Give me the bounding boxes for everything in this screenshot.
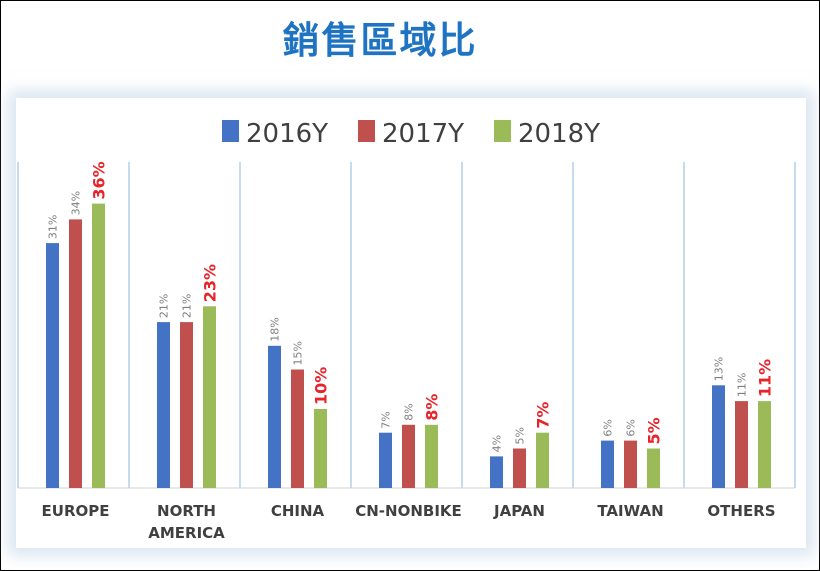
category-label: CN-NONBIKE [355,502,462,520]
data-label: 21% [158,294,171,318]
data-label: 5% [514,427,527,444]
category-label: OTHERS [707,502,775,520]
data-label: 23% [201,264,220,302]
legend-swatch [494,120,511,142]
bar [379,432,392,488]
bar [69,219,82,488]
data-label: 8% [423,394,442,421]
data-label: 7% [380,411,393,428]
bar [624,440,637,488]
bar [536,432,549,488]
bar [291,369,304,488]
category-label: NORTH [157,502,216,520]
bar [490,456,503,488]
data-label: 6% [602,419,615,436]
category-label: CHINA [271,502,325,520]
data-label: 8% [403,403,416,420]
data-label: 4% [491,435,504,452]
bar [513,448,526,488]
bar [601,440,614,488]
data-label: 15% [292,341,305,365]
bar [203,306,216,488]
data-label: 6% [625,419,638,436]
data-label: 21% [181,294,194,318]
bar [735,401,748,488]
legend-swatch [358,120,375,142]
data-label: 10% [312,367,331,405]
category-label: JAPAN [493,502,545,520]
legend-swatch [222,120,239,142]
bar [268,345,281,488]
page-title: 銷售區域比 [282,19,478,62]
legend-label: 2017Y [382,119,464,149]
data-label: 31% [47,215,60,239]
data-label: 11% [736,373,749,397]
legend-label: 2018Y [518,119,600,149]
data-label: 5% [645,417,664,444]
data-label: 11% [756,359,775,397]
bar [46,243,59,488]
category-label: AMERICA [148,524,225,542]
bar [758,401,771,488]
bar [647,448,660,488]
data-label: 7% [534,402,553,429]
data-label: 34% [70,191,83,215]
bar [157,322,170,488]
bar [180,322,193,488]
bar [402,424,415,488]
category-label: TAIWAN [597,502,663,520]
bar [314,409,327,488]
legend-label: 2016Y [246,119,328,149]
bar [425,424,438,488]
bar [92,203,105,488]
data-label: 36% [90,161,109,199]
bar [712,385,725,488]
data-label: 13% [713,357,726,381]
category-label: EUROPE [42,502,110,520]
data-label: 18% [269,317,282,341]
